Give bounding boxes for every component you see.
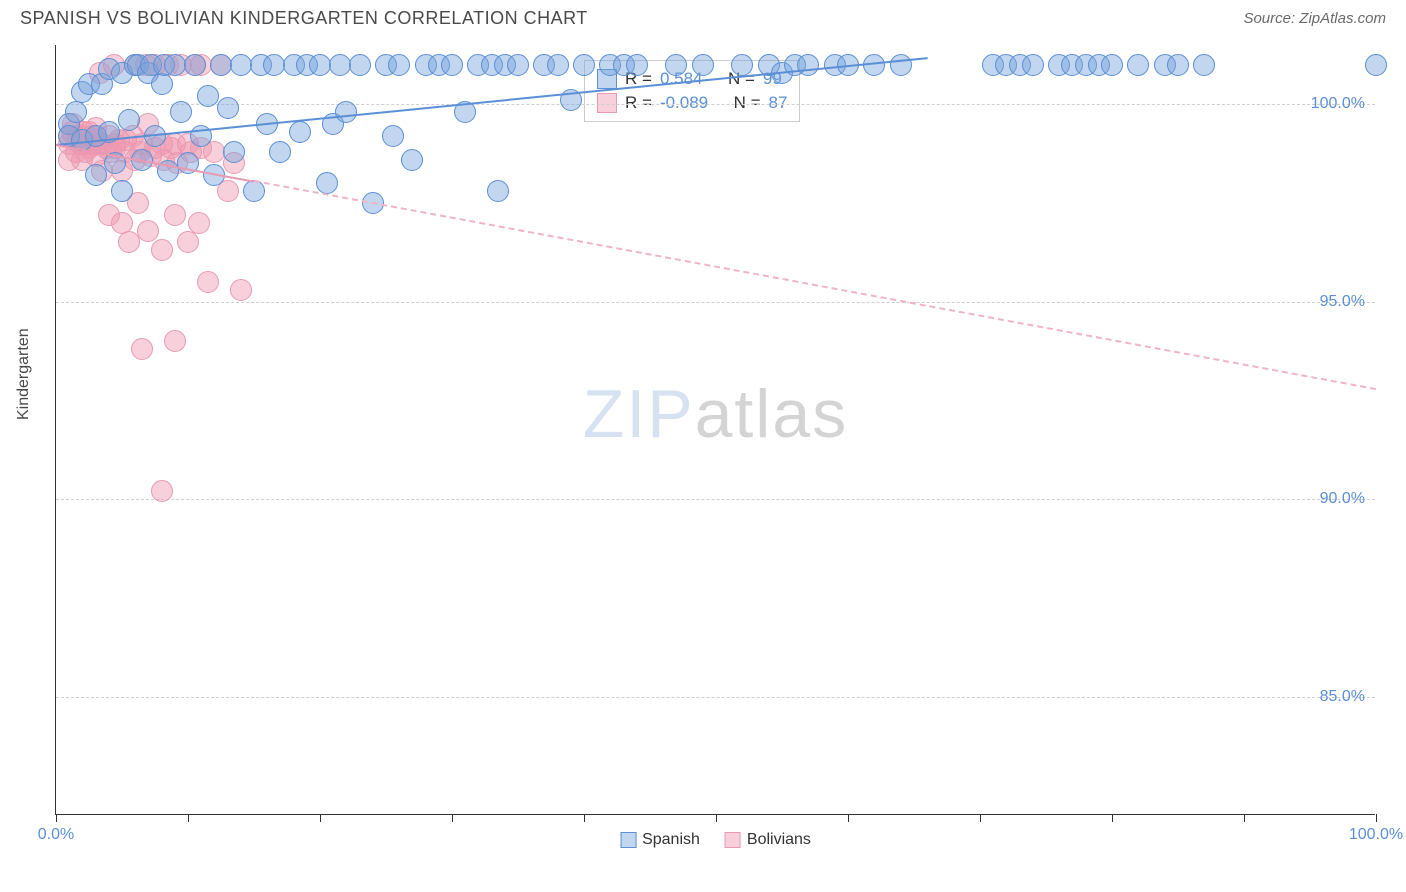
xtick: [188, 814, 189, 822]
scatter-point: [1127, 54, 1149, 76]
watermark: ZIPatlas: [583, 375, 848, 453]
scatter-point: [1101, 54, 1123, 76]
y-axis-label: Kindergarten: [15, 328, 33, 420]
gridline: [56, 697, 1375, 698]
xtick: [1376, 814, 1377, 822]
xtick-label: 0.0%: [38, 826, 74, 844]
stats-row-bolivians: R = -0.089 N = 87: [597, 91, 787, 115]
watermark-zip: ZIP: [583, 376, 695, 452]
chart-title: SPANISH VS BOLIVIAN KINDERGARTEN CORRELA…: [20, 8, 588, 29]
scatter-point: [170, 101, 192, 123]
ytick-label: 100.0%: [1311, 95, 1365, 113]
scatter-point: [217, 97, 239, 119]
scatter-point: [177, 231, 199, 253]
xtick: [848, 814, 849, 822]
scatter-point: [335, 101, 357, 123]
watermark-atlas: atlas: [695, 376, 849, 452]
scatter-point: [329, 54, 351, 76]
ytick-label: 90.0%: [1320, 490, 1365, 508]
xtick: [584, 814, 585, 822]
r-label-2: R =: [625, 93, 652, 113]
scatter-point: [388, 54, 410, 76]
xtick: [716, 814, 717, 822]
scatter-point: [118, 231, 140, 253]
ytick-label: 95.0%: [1320, 293, 1365, 311]
scatter-point: [197, 271, 219, 293]
xtick: [980, 814, 981, 822]
scatter-point: [890, 54, 912, 76]
scatter-point: [441, 54, 463, 76]
swatch-bolivians: [597, 93, 617, 113]
scatter-point: [316, 172, 338, 194]
scatter-point: [626, 54, 648, 76]
scatter-point: [382, 125, 404, 147]
scatter-point: [164, 204, 186, 226]
scatter-point: [137, 220, 159, 242]
trendline-dashed: [254, 180, 1376, 390]
scatter-point: [85, 164, 107, 186]
legend-label-bolivians: Bolivians: [747, 831, 811, 849]
xtick: [56, 814, 57, 822]
scatter-point: [151, 239, 173, 261]
gridline: [56, 104, 1375, 105]
scatter-point: [573, 54, 595, 76]
scatter-point: [1365, 54, 1387, 76]
xtick-label: 100.0%: [1349, 826, 1403, 844]
xtick: [1112, 814, 1113, 822]
scatter-point: [230, 279, 252, 301]
scatter-point: [1022, 54, 1044, 76]
r-value-bolivians: -0.089: [660, 93, 708, 113]
legend-item-bolivians: Bolivians: [725, 831, 811, 849]
xtick: [320, 814, 321, 822]
ytick-label: 85.0%: [1320, 688, 1365, 706]
scatter-point: [289, 121, 311, 143]
scatter-point: [230, 54, 252, 76]
legend-item-spanish: Spanish: [620, 831, 700, 849]
scatter-point: [269, 141, 291, 163]
scatter-point: [1167, 54, 1189, 76]
legend-swatch-spanish: [620, 832, 636, 848]
scatter-point: [111, 212, 133, 234]
scatter-point: [692, 54, 714, 76]
scatter-point: [507, 54, 529, 76]
scatter-point: [263, 54, 285, 76]
scatter-point: [151, 73, 173, 95]
n-value-bolivians: 87: [769, 93, 788, 113]
scatter-point: [188, 212, 210, 234]
scatter-point: [223, 141, 245, 163]
scatter-point: [210, 54, 232, 76]
chart-plot-area: ZIPatlas R = 0.584 N = 99 R = -0.089 N =…: [55, 45, 1375, 815]
scatter-point: [1193, 54, 1215, 76]
scatter-point: [401, 149, 423, 171]
scatter-point: [487, 180, 509, 202]
xtick: [452, 814, 453, 822]
scatter-point: [111, 180, 133, 202]
scatter-point: [665, 54, 687, 76]
scatter-point: [547, 54, 569, 76]
scatter-point: [118, 109, 140, 131]
scatter-point: [197, 85, 219, 107]
scatter-point: [164, 54, 186, 76]
source-label: Source: ZipAtlas.com: [1243, 10, 1386, 27]
legend-label-spanish: Spanish: [642, 831, 700, 849]
gridline: [56, 302, 1375, 303]
xtick: [1244, 814, 1245, 822]
scatter-point: [131, 338, 153, 360]
scatter-point: [151, 480, 173, 502]
series-legend: Spanish Bolivians: [620, 831, 811, 849]
scatter-point: [164, 330, 186, 352]
legend-swatch-bolivians: [725, 832, 741, 848]
scatter-point: [65, 101, 87, 123]
n-label-2: N =: [734, 93, 761, 113]
scatter-point: [349, 54, 371, 76]
scatter-point: [797, 54, 819, 76]
gridline: [56, 499, 1375, 500]
scatter-point: [309, 54, 331, 76]
scatter-point: [184, 54, 206, 76]
scatter-point: [731, 54, 753, 76]
